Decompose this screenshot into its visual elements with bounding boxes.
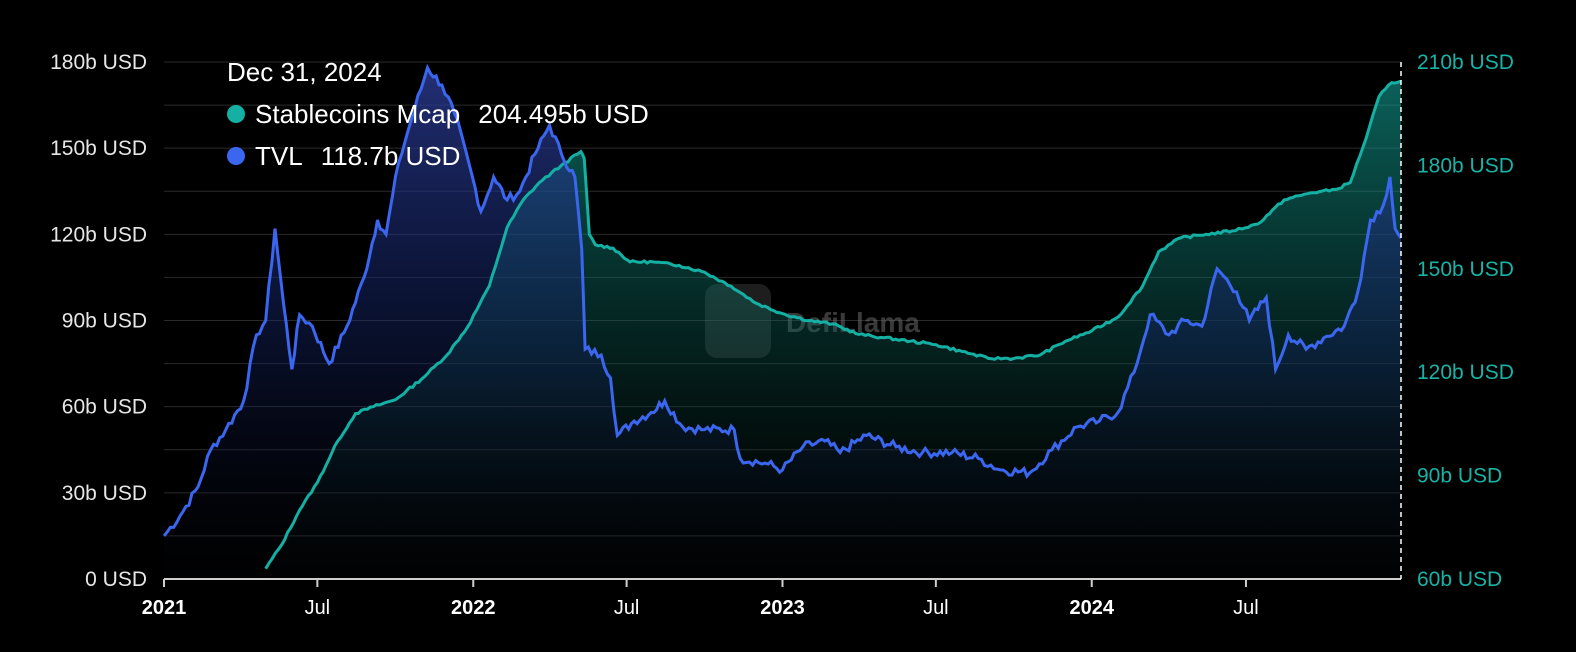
right-tick-label: 90b USD — [1417, 465, 1502, 488]
x-tick-label: Jul — [614, 597, 640, 619]
x-tick-label: 2022 — [451, 597, 496, 619]
tvl-line — [162, 63, 1403, 537]
tooltip-stablecoins-name: Stablecoins Mcap — [255, 99, 460, 129]
left-tick-label: 180b USD — [50, 51, 147, 74]
tooltip: Dec 31, 2024 Stablecoins Mcap 204.495b US… — [227, 57, 649, 171]
x-axis: 2021 Jul 2022 Jul 2023 Jul 2024 Jul — [142, 579, 1259, 619]
tooltip-tvl: TVL 118.7b USD — [255, 141, 460, 171]
left-tick-label: 150b USD — [50, 137, 147, 160]
left-tick-label: 90b USD — [62, 310, 147, 333]
right-axis: 60b USD 90b USD 120b USD 150b USD 180b USD 21… — [1417, 51, 1514, 591]
right-tick-label: 120b USD — [1417, 361, 1514, 384]
right-tick-label: 60b USD — [1417, 568, 1502, 591]
x-tick-label: 2021 — [142, 597, 187, 619]
stablecoins-line — [264, 79, 1402, 570]
x-tick-label: Jul — [1233, 597, 1259, 619]
tooltip-tvl-name: TVL — [255, 141, 303, 171]
right-tick-label: 150b USD — [1417, 258, 1514, 281]
x-tick-label: Jul — [305, 597, 331, 619]
left-tick-label: 30b USD — [62, 482, 147, 505]
stablecoins-legend-dot — [227, 105, 245, 123]
tooltip-date: Dec 31, 2024 — [227, 57, 382, 87]
x-tick-label: 2024 — [1070, 597, 1115, 619]
tvl-area — [164, 67, 1401, 579]
tooltip-tvl-value: 118.7b USD — [321, 141, 461, 171]
left-tick-label: 120b USD — [50, 223, 147, 246]
right-tick-label: 180b USD — [1417, 154, 1514, 177]
x-tick-label: Jul — [923, 597, 949, 619]
tvl-legend-dot — [227, 147, 245, 165]
tooltip-stablecoins: Stablecoins Mcap 204.495b USD — [255, 99, 649, 129]
left-tick-label: 0 USD — [85, 568, 147, 591]
right-tick-label: 210b USD — [1417, 51, 1514, 74]
left-tick-label: 60b USD — [62, 396, 147, 419]
left-axis: 0 USD 30b USD 60b USD 90b USD 120b USD 150b U… — [50, 51, 147, 591]
x-tick-label: 2023 — [760, 597, 805, 619]
tooltip-stablecoins-value: 204.495b USD — [478, 99, 649, 129]
